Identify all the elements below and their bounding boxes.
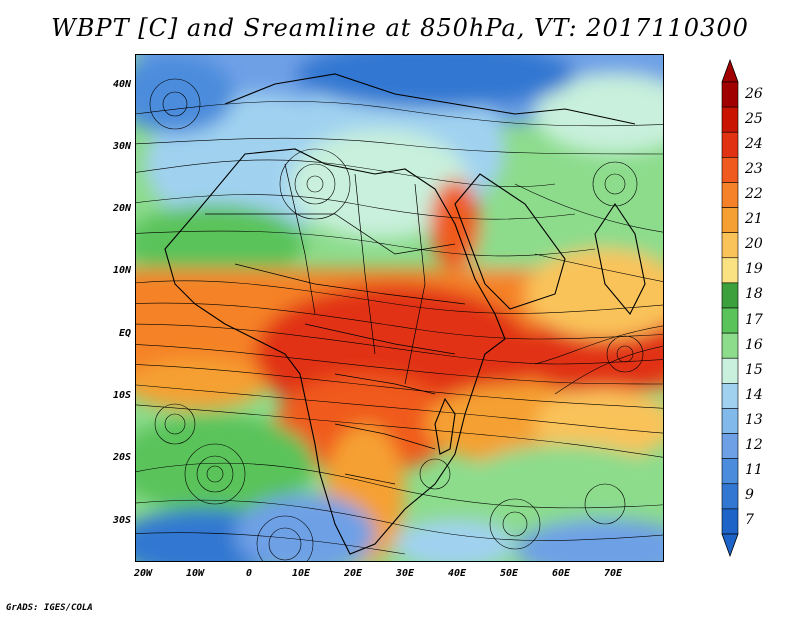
lon-label-10e: 10E xyxy=(292,568,311,579)
colorbar-swatch xyxy=(721,383,739,409)
colorbar-label: 22 xyxy=(745,186,763,202)
colorbar-label: 9 xyxy=(745,487,754,504)
colorbar-label: 23 xyxy=(745,160,763,177)
lat-label-10n: 10N xyxy=(112,265,131,276)
lat-label-20n: 20N xyxy=(112,203,131,214)
colorbar-swatch xyxy=(721,81,739,108)
colorbar-label: 19 xyxy=(745,261,763,278)
lon-label-40e: 40E xyxy=(448,568,467,579)
colorbar-label: 25 xyxy=(745,110,763,127)
colorbar-bottom-triangle xyxy=(721,533,739,558)
grads-credit: GrADS: IGES/COLA xyxy=(6,603,93,613)
lon-label-60e: 60E xyxy=(552,568,571,579)
colorbar-label: 21 xyxy=(745,211,763,228)
lat-label-20s: 20S xyxy=(112,452,131,463)
map-area xyxy=(135,54,664,562)
colorbar-swatch xyxy=(721,106,739,133)
colorbar-label: 14 xyxy=(745,386,763,403)
colorbar-swatch xyxy=(721,307,739,334)
lon-label-50e: 50E xyxy=(500,568,519,579)
lon-label-20w: 20W xyxy=(134,568,153,579)
colorbar-swatch xyxy=(721,483,739,510)
colorbar-label: 20 xyxy=(745,236,763,253)
map-title: WBPT [C] and Sreamline at 850hPa, VT: 20… xyxy=(51,14,749,42)
colorbar-label: 15 xyxy=(745,361,763,378)
colorbar-swatch xyxy=(721,357,739,384)
colorbar-label: 13 xyxy=(745,412,763,428)
colorbar-label: 11 xyxy=(745,462,763,479)
colorbar-label: 7 xyxy=(745,512,754,529)
colorbar-label: 24 xyxy=(745,135,763,152)
map-frame xyxy=(135,54,664,562)
colorbar xyxy=(721,58,739,558)
colorbar-swatch xyxy=(721,232,739,259)
colorbar-swatch xyxy=(721,508,739,535)
colorbar-swatch xyxy=(721,257,739,284)
lat-label-30n: 30N xyxy=(112,141,131,152)
lon-label-0: 0 xyxy=(246,568,253,579)
colorbar-swatch xyxy=(721,282,739,309)
colorbar-swatch xyxy=(721,182,739,208)
colorbar-swatch xyxy=(721,157,739,183)
lon-label-30e: 30E xyxy=(396,568,415,579)
lat-label-40n: 40N xyxy=(112,79,131,90)
lat-label-30s: 30S xyxy=(112,515,131,526)
colorbar-label: 16 xyxy=(745,336,763,353)
colorbar-top-triangle xyxy=(721,58,739,83)
coastlines xyxy=(164,73,646,555)
colorbar-label: 18 xyxy=(745,286,763,303)
colorbar-swatch xyxy=(721,458,739,485)
lon-label-70e: 70E xyxy=(604,568,623,579)
temperature-field xyxy=(135,54,664,562)
colorbar-swatch xyxy=(721,207,739,233)
lon-label-20e: 20E xyxy=(344,568,363,579)
colorbar-label: 17 xyxy=(745,311,763,328)
colorbar-label: 12 xyxy=(745,437,763,454)
lat-label-10s: 10S xyxy=(112,390,131,401)
colorbar-swatch xyxy=(721,131,739,158)
colorbar-swatch xyxy=(721,408,739,434)
colorbar-swatch xyxy=(721,433,739,459)
lon-label-10w: 10W xyxy=(186,568,205,579)
colorbar-label: 26 xyxy=(745,85,763,102)
colorbar-swatch xyxy=(721,332,739,359)
lat-label-eq: EQ xyxy=(118,328,131,339)
map-field xyxy=(135,54,664,562)
streamlines xyxy=(135,78,664,562)
